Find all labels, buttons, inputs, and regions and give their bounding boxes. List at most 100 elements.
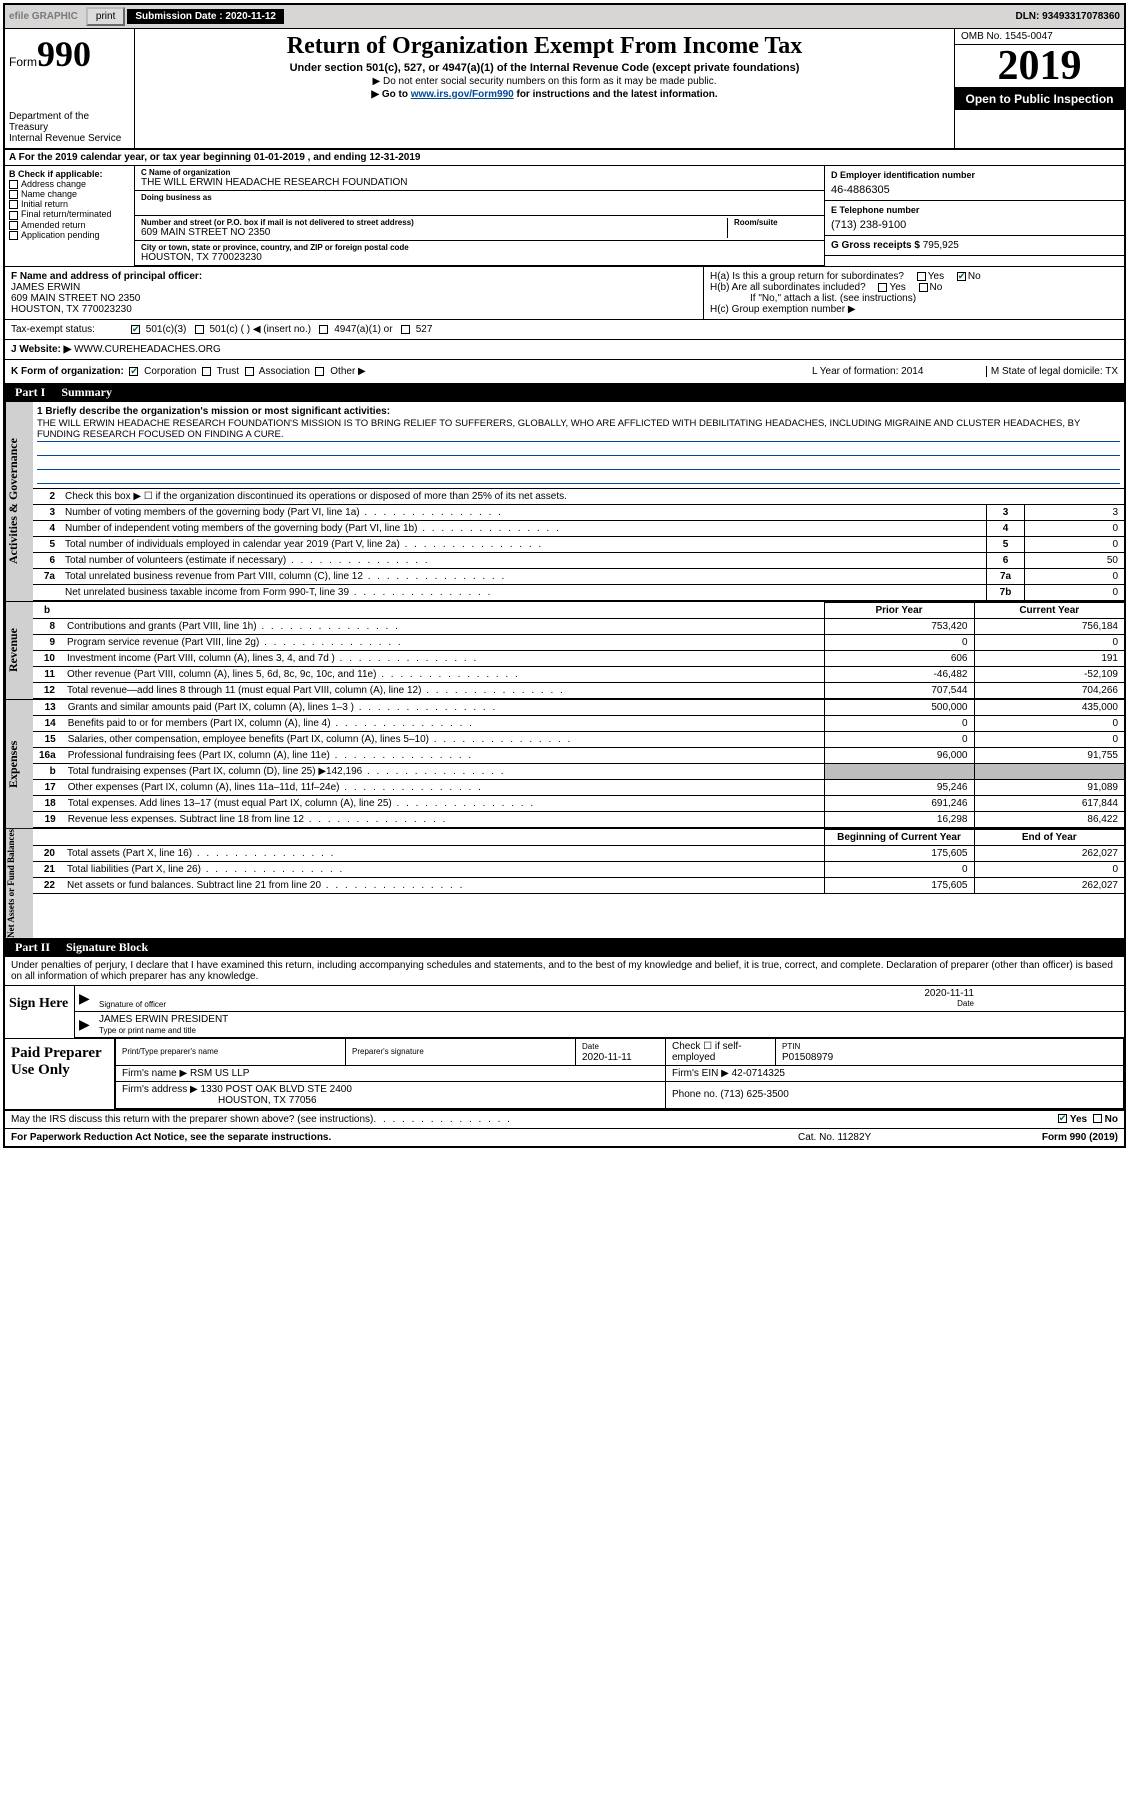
- side-tab-revenue: Revenue: [5, 602, 33, 699]
- ptin-value: P01508979: [782, 1052, 833, 1063]
- paid-preparer-block: Paid Preparer Use Only Print/Type prepar…: [5, 1038, 1124, 1111]
- form-number: Form990: [9, 33, 130, 75]
- part-2-header: Part II Signature Block: [5, 938, 1124, 957]
- fin-row: 21Total liabilities (Part X, line 26)00: [33, 862, 1124, 878]
- revenue-table: b Prior Year Current Year 8Contributions…: [33, 602, 1124, 699]
- gross-receipts-value: 795,925: [923, 240, 959, 251]
- mission-text: THE WILL ERWIN HEADACHE RESEARCH FOUNDAT…: [37, 417, 1120, 442]
- firm-ein: 42-0714325: [732, 1068, 785, 1079]
- dln-label: DLN: 93493317078360: [1015, 11, 1120, 22]
- cb-4947[interactable]: [319, 325, 328, 334]
- fin-row: bTotal fundraising expenses (Part IX, co…: [33, 764, 1124, 780]
- firm-addr2: HOUSTON, TX 77056: [122, 1095, 317, 1106]
- officer-name: JAMES ERWIN: [11, 282, 80, 293]
- form-header: Form990 Department of the Treasury Inter…: [5, 29, 1124, 150]
- hb-no-cb[interactable]: [919, 283, 928, 292]
- fin-row: 13Grants and similar amounts paid (Part …: [33, 700, 1124, 716]
- row-tax-status: Tax-exempt status: 501(c)(3) 501(c) ( ) …: [5, 319, 1124, 339]
- ha-yes-cb[interactable]: [917, 272, 926, 281]
- form-ref: Form 990 (2019): [978, 1132, 1118, 1143]
- phone-value: (713) 238-9100: [831, 215, 1118, 231]
- dba-value: [141, 202, 818, 213]
- activities-row: 6Total number of volunteers (estimate if…: [33, 553, 1124, 569]
- officer-label: F Name and address of principal officer:: [11, 271, 202, 282]
- name-label: Type or print name and title: [99, 1026, 196, 1035]
- cb-amended-return[interactable]: Amended return: [9, 220, 130, 230]
- irs-discuss-question: May the IRS discuss this return with the…: [11, 1114, 373, 1125]
- h-a-question: H(a) Is this a group return for subordin…: [710, 271, 1118, 282]
- dept-label: Department of the Treasury Internal Reve…: [9, 111, 130, 144]
- mission-block: 1 Briefly describe the organization's mi…: [33, 402, 1124, 489]
- cb-other[interactable]: [315, 367, 324, 376]
- tax-year: 2019: [955, 45, 1124, 88]
- form-title: Return of Organization Exempt From Incom…: [139, 33, 950, 60]
- cb-application-pending[interactable]: Application pending: [9, 230, 130, 240]
- side-tab-expenses: Expenses: [5, 700, 33, 828]
- activities-row: Net unrelated business taxable income fr…: [33, 585, 1124, 601]
- form-subtitle-1: Under section 501(c), 527, or 4947(a)(1)…: [139, 62, 950, 74]
- expenses-table: 13Grants and similar amounts paid (Part …: [33, 700, 1124, 828]
- top-bar: efile GRAPHIC print Submission Date : 20…: [5, 5, 1124, 29]
- instructions-link[interactable]: www.irs.gov/Form990: [411, 89, 514, 100]
- cb-assoc[interactable]: [245, 367, 254, 376]
- row-website: J Website: ▶ WWW.CUREHEADACHES.ORG: [5, 339, 1124, 360]
- ein-value: 46-4886305: [831, 180, 1118, 196]
- fin-row: 8Contributions and grants (Part VIII, li…: [33, 619, 1124, 635]
- name-arrow-icon: ▶: [79, 1016, 90, 1033]
- efile-label: efile GRAPHIC: [9, 11, 86, 22]
- print-button[interactable]: print: [86, 7, 125, 26]
- fin-row: 12Total revenue—add lines 8 through 11 (…: [33, 683, 1124, 699]
- fin-row: 17Other expenses (Part IX, column (A), l…: [33, 780, 1124, 796]
- website-url: WWW.CUREHEADACHES.ORG: [74, 344, 221, 355]
- firm-phone: (713) 625-3500: [720, 1089, 788, 1100]
- irs-no-cb[interactable]: [1093, 1114, 1102, 1123]
- fin-row: 22Net assets or fund balances. Subtract …: [33, 878, 1124, 894]
- officer-addr2: HOUSTON, TX 770023230: [11, 304, 132, 315]
- street-address: 609 MAIN STREET NO 2350: [141, 227, 721, 238]
- submission-date-chip: Submission Date : 2020-11-12: [127, 9, 284, 24]
- fin-row: 10Investment income (Part VIII, column (…: [33, 651, 1124, 667]
- city-label: City or town, state or province, country…: [141, 243, 818, 252]
- perjury-declaration: Under penalties of perjury, I declare th…: [5, 957, 1124, 985]
- fin-row: 15Salaries, other compensation, employee…: [33, 732, 1124, 748]
- activities-row: 3Number of voting members of the governi…: [33, 505, 1124, 521]
- cb-initial-return[interactable]: Initial return: [9, 199, 130, 209]
- year-formation: L Year of formation: 2014: [808, 366, 987, 377]
- fin-row: 19Revenue less expenses. Subtract line 1…: [33, 812, 1124, 828]
- org-name: THE WILL ERWIN HEADACHE RESEARCH FOUNDAT…: [141, 177, 818, 188]
- officer-addr1: 609 MAIN STREET NO 2350: [11, 293, 140, 304]
- fin-row: 20Total assets (Part X, line 16)175,6052…: [33, 846, 1124, 862]
- netassets-table: Beginning of Current Year End of Year 20…: [33, 829, 1124, 894]
- officer-signed-name: JAMES ERWIN PRESIDENT: [99, 1014, 228, 1025]
- fin-row: 11Other revenue (Part VIII, column (A), …: [33, 667, 1124, 683]
- cb-501c3[interactable]: [131, 325, 140, 334]
- cb-501c[interactable]: [195, 325, 204, 334]
- cb-final-return[interactable]: Final return/terminated: [9, 209, 130, 219]
- state-domicile: M State of legal domicile: TX: [987, 366, 1118, 377]
- room-label: Room/suite: [734, 218, 818, 227]
- cb-address-change[interactable]: Address change: [9, 179, 130, 189]
- firm-addr1: 1330 POST OAK BLVD STE 2400: [201, 1084, 352, 1095]
- cb-name-change[interactable]: Name change: [9, 189, 130, 199]
- hb-yes-cb[interactable]: [878, 283, 887, 292]
- fin-row: 9Program service revenue (Part VIII, lin…: [33, 635, 1124, 651]
- fin-row: 16aProfessional fundraising fees (Part I…: [33, 748, 1124, 764]
- ha-no-cb[interactable]: [957, 272, 966, 281]
- activities-row: 4Number of independent voting members of…: [33, 521, 1124, 537]
- h-c-question: H(c) Group exemption number ▶: [710, 304, 1118, 315]
- irs-yes-cb[interactable]: [1058, 1114, 1067, 1123]
- form-subtitle-3: ▶ Go to www.irs.gov/Form990 for instruct…: [139, 89, 950, 100]
- c-name-label: C Name of organization: [141, 168, 818, 177]
- cb-corp[interactable]: [129, 367, 138, 376]
- cb-trust[interactable]: [202, 367, 211, 376]
- ein-label: D Employer identification number: [831, 170, 1118, 180]
- firm-name: RSM US LLP: [190, 1068, 249, 1079]
- gross-receipts-label: G Gross receipts $: [831, 240, 920, 251]
- activities-row: 7aTotal unrelated business revenue from …: [33, 569, 1124, 585]
- fin-row: 18Total expenses. Add lines 13–17 (must …: [33, 796, 1124, 812]
- open-public-badge: Open to Public Inspection: [955, 88, 1124, 110]
- section-b-checkboxes: B Check if applicable: Address change Na…: [5, 166, 135, 266]
- city-value: HOUSTON, TX 770023230: [141, 252, 818, 263]
- cb-527[interactable]: [401, 325, 410, 334]
- row-k-l-m: K Form of organization: Corporation Trus…: [5, 360, 1124, 383]
